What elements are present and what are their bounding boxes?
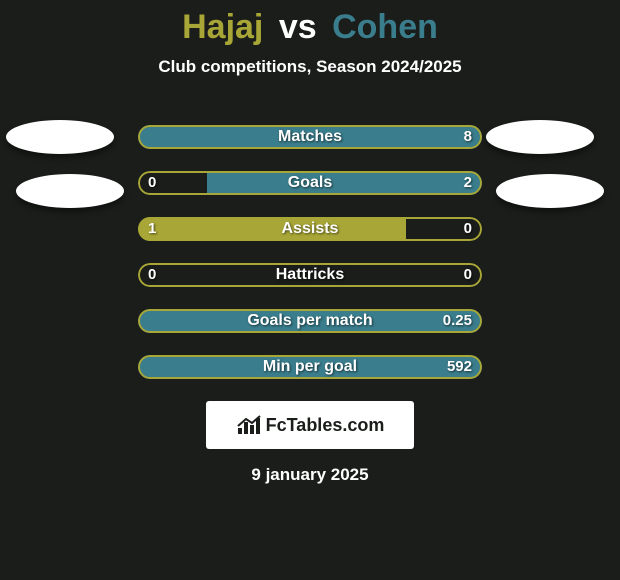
stat-label: Hattricks — [138, 263, 482, 287]
logo-text: FcTables.com — [266, 415, 385, 436]
stat-value-left: 0 — [148, 263, 156, 287]
stat-row: Hattricks0 0 — [138, 263, 482, 287]
subtitle: Club competitions, Season 2024/2025 — [0, 57, 620, 77]
stat-value-right: 0 — [464, 263, 472, 287]
stat-label: Assists — [138, 217, 482, 241]
stat-value-right: 592 — [447, 355, 472, 379]
avatar-left-2 — [16, 174, 124, 208]
stat-label: Min per goal — [138, 355, 482, 379]
stat-label: Goals per match — [138, 309, 482, 333]
fctables-logo: FcTables.com — [206, 401, 414, 449]
stat-value-right: 2 — [464, 171, 472, 195]
vs-text: vs — [279, 8, 317, 46]
stat-value-right: 0.25 — [443, 309, 472, 333]
stat-row: Min per goal592 — [138, 355, 482, 379]
stat-label: Matches — [138, 125, 482, 149]
stat-row: Goals0 2 — [138, 171, 482, 195]
stat-value-left: 0 — [148, 171, 156, 195]
stat-value-right: 0 — [464, 217, 472, 241]
stat-value-left: 1 — [148, 217, 156, 241]
player1-name: Hajaj — [182, 8, 263, 46]
avatar-right-2 — [496, 174, 604, 208]
date-text: 9 january 2025 — [0, 465, 620, 485]
stat-row: Assists1 0 — [138, 217, 482, 241]
avatar-left-1 — [6, 120, 114, 154]
comparison-chart: Matches8Goals02Assists10Hattricks00Goals… — [138, 125, 482, 379]
stat-row: Matches8 — [138, 125, 482, 149]
comparison-title: Hajaj vs Cohen — [0, 0, 620, 47]
stat-row: Goals per match0.25 — [138, 309, 482, 333]
avatar-right-1 — [486, 120, 594, 154]
stat-value-right: 8 — [464, 125, 472, 149]
bars-icon — [236, 414, 262, 436]
stat-label: Goals — [138, 171, 482, 195]
player2-name: Cohen — [332, 8, 438, 46]
